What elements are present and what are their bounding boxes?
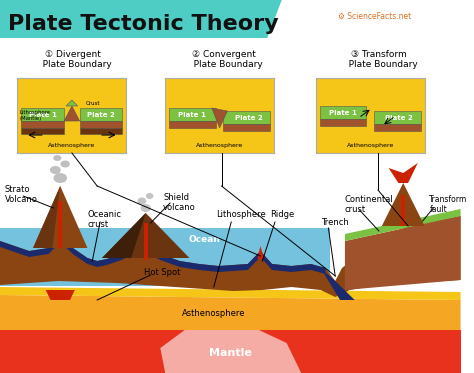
Polygon shape — [257, 246, 264, 259]
Polygon shape — [0, 330, 461, 373]
Polygon shape — [212, 108, 228, 128]
Text: Lithosphere: Lithosphere — [216, 210, 265, 219]
Text: Plate 2: Plate 2 — [87, 112, 115, 118]
Text: ③ Transform
   Plate Boundary: ③ Transform Plate Boundary — [340, 50, 418, 69]
Polygon shape — [401, 195, 405, 226]
Polygon shape — [80, 128, 122, 134]
Text: Oceanic
crust: Oceanic crust — [87, 210, 121, 229]
Text: Lithosphere
(Mantle): Lithosphere (Mantle) — [19, 110, 51, 121]
Ellipse shape — [50, 166, 61, 174]
FancyBboxPatch shape — [165, 78, 274, 153]
Ellipse shape — [137, 197, 146, 204]
FancyBboxPatch shape — [18, 78, 126, 153]
Text: Plate 1: Plate 1 — [29, 112, 57, 118]
Polygon shape — [0, 236, 326, 274]
Text: ⚙ ScienceFacts.net: ⚙ ScienceFacts.net — [338, 12, 411, 21]
Text: Transform
fault: Transform fault — [429, 195, 468, 214]
Text: Trench: Trench — [320, 218, 348, 227]
Text: Ocean: Ocean — [188, 235, 220, 244]
Polygon shape — [374, 124, 421, 131]
Text: Asthenosphere: Asthenosphere — [48, 144, 96, 148]
Polygon shape — [0, 287, 461, 300]
Polygon shape — [319, 106, 366, 119]
Polygon shape — [169, 121, 216, 128]
Text: Crust: Crust — [85, 101, 100, 106]
Polygon shape — [223, 111, 270, 124]
Polygon shape — [0, 0, 282, 38]
Polygon shape — [169, 108, 216, 121]
Polygon shape — [66, 100, 78, 106]
Bar — [0, 175, 461, 228]
Polygon shape — [389, 163, 418, 183]
Bar — [0, 228, 330, 286]
Polygon shape — [80, 121, 122, 128]
Polygon shape — [21, 128, 64, 134]
Polygon shape — [0, 216, 461, 297]
Polygon shape — [33, 186, 87, 248]
Polygon shape — [382, 183, 425, 226]
Polygon shape — [21, 121, 64, 128]
Text: Hot Spot: Hot Spot — [144, 268, 180, 277]
Polygon shape — [144, 223, 148, 260]
Text: Asthenosphere: Asthenosphere — [196, 144, 243, 148]
Polygon shape — [345, 209, 461, 241]
Text: Plate 2: Plate 2 — [385, 115, 413, 121]
Polygon shape — [320, 268, 355, 300]
Text: Ridge: Ridge — [270, 210, 294, 219]
Text: Asthenosphere: Asthenosphere — [182, 308, 246, 317]
Polygon shape — [64, 106, 80, 121]
Polygon shape — [46, 290, 75, 300]
Text: Plate Tectonic Theory: Plate Tectonic Theory — [8, 14, 278, 34]
Text: Strato
Volcano: Strato Volcano — [5, 185, 38, 204]
Polygon shape — [374, 111, 421, 124]
Polygon shape — [80, 108, 122, 121]
Text: ① Divergent
   Plate Boundary: ① Divergent Plate Boundary — [34, 50, 112, 69]
Polygon shape — [160, 318, 301, 373]
Polygon shape — [33, 186, 60, 248]
Text: Plate 2: Plate 2 — [235, 115, 263, 121]
Polygon shape — [319, 119, 366, 126]
Ellipse shape — [141, 204, 151, 212]
Polygon shape — [223, 124, 270, 131]
Ellipse shape — [54, 173, 67, 183]
Ellipse shape — [53, 155, 62, 161]
Polygon shape — [21, 108, 64, 121]
Text: ② Convergent
   Plate Boundary: ② Convergent Plate Boundary — [184, 50, 262, 69]
Text: Shield
volcano: Shield volcano — [163, 193, 196, 212]
Text: Plate 1: Plate 1 — [329, 110, 357, 116]
Polygon shape — [0, 295, 461, 330]
Ellipse shape — [146, 193, 154, 199]
FancyBboxPatch shape — [316, 78, 425, 153]
Polygon shape — [345, 216, 461, 290]
Polygon shape — [102, 213, 190, 258]
Polygon shape — [58, 201, 62, 248]
Text: Continental
crust: Continental crust — [345, 195, 394, 214]
Polygon shape — [102, 213, 146, 258]
Text: Plate 1: Plate 1 — [178, 112, 206, 118]
Text: Asthenosphere: Asthenosphere — [346, 144, 394, 148]
Text: Mantle: Mantle — [209, 348, 252, 358]
Ellipse shape — [60, 160, 70, 167]
